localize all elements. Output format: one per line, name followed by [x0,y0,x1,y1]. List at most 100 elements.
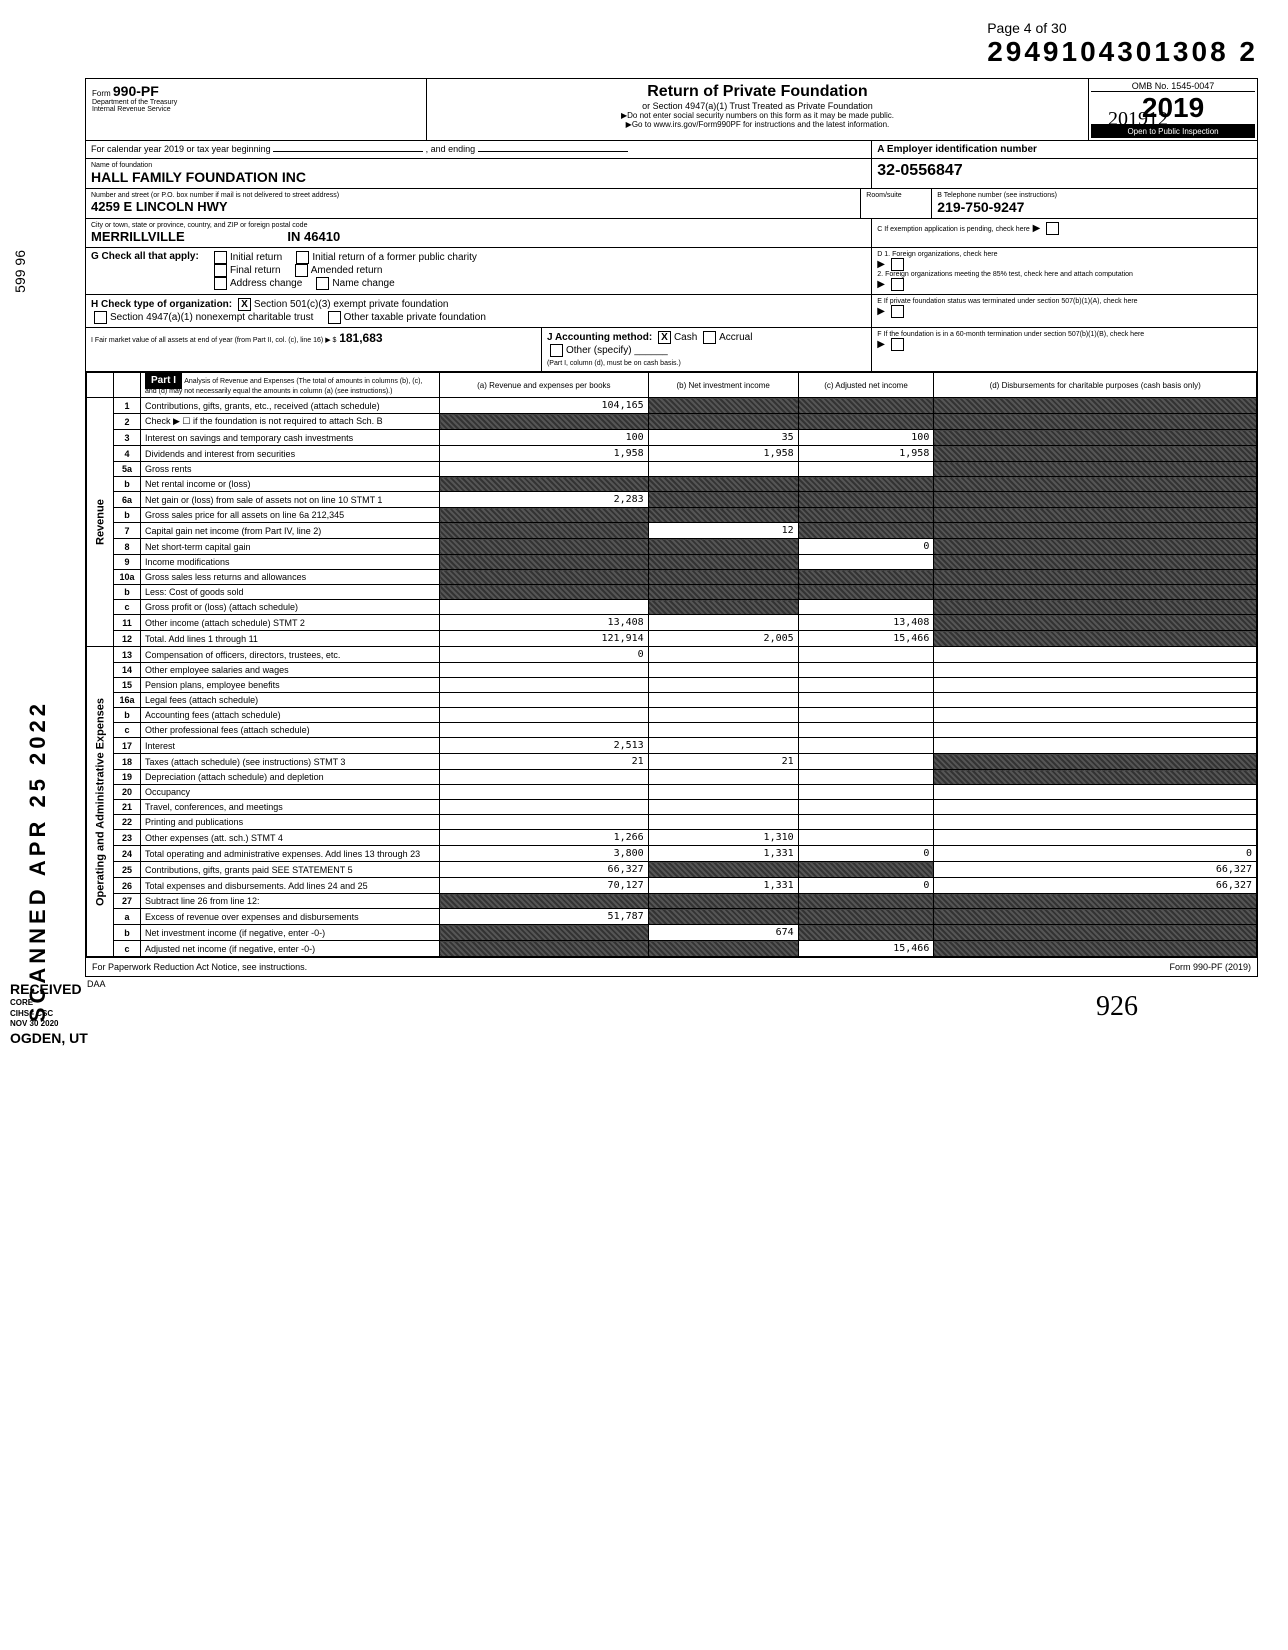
cal-year-mid: , and ending [426,144,476,154]
table-row: 2Check ▶ ☐ if the foundation is not requ… [87,414,1257,430]
g-amended-return[interactable] [295,264,308,277]
line-number: 2 [114,414,141,430]
table-row: 16aLegal fees (attach schedule) [87,693,1257,708]
c-label: C If exemption application is pending, c… [877,226,1030,233]
line-desc: Travel, conferences, and meetings [141,800,440,815]
line-number: 18 [114,754,141,770]
col-d-cell: 0 [934,846,1257,862]
col-c-cell [798,830,934,846]
h-501c3-checkbox[interactable]: X [238,298,251,311]
col-c-cell [798,708,934,723]
col-c-cell [798,738,934,754]
line-number: 16a [114,693,141,708]
col-c-cell: 0 [798,878,934,894]
g-initial-return[interactable] [214,251,227,264]
col-d-cell: 66,327 [934,862,1257,878]
col-c-cell: 0 [798,846,934,862]
col-d-cell [934,446,1257,462]
col-b-cell: 1,331 [648,878,798,894]
col-a-cell: 104,165 [440,398,649,414]
h-4947-checkbox[interactable] [94,311,107,324]
col-c-cell [798,398,934,414]
g-name-change[interactable] [316,277,329,290]
f-checkbox[interactable] [891,338,904,351]
col-b-cell [648,570,798,585]
col-a-cell [440,708,649,723]
col-a-cell [440,723,649,738]
col-a: (a) Revenue and expenses per books [440,373,649,398]
h-other-checkbox[interactable] [328,311,341,324]
col-a-cell: 3,800 [440,846,649,862]
footer-left: For Paperwork Reduction Act Notice, see … [92,962,307,972]
col-c-cell [798,925,934,941]
footer-row: For Paperwork Reduction Act Notice, see … [86,957,1257,976]
col-b-cell [648,398,798,414]
col-a-cell: 70,127 [440,878,649,894]
c-checkbox[interactable] [1046,222,1059,235]
line-number: 19 [114,770,141,785]
line-desc: Capital gain net income (from Part IV, l… [141,523,440,539]
table-row: 9Income modifications [87,555,1257,570]
line-number: 23 [114,830,141,846]
col-a-cell [440,523,649,539]
col-b-cell: 1,958 [648,446,798,462]
col-c-cell [798,477,934,492]
d1-checkbox[interactable] [891,258,904,271]
line-desc: Pension plans, employee benefits [141,678,440,693]
col-b-cell [648,647,798,663]
e-checkbox[interactable] [891,305,904,318]
col-c-cell [798,647,934,663]
ogden-stamp: OGDEN, UT [10,1029,88,1047]
g-final-return[interactable] [214,264,227,277]
col-a-cell: 121,914 [440,631,649,647]
table-row: cGross profit or (loss) (attach schedule… [87,600,1257,615]
line-number: 24 [114,846,141,862]
table-row: 8Net short-term capital gain0 [87,539,1257,555]
i-label: I Fair market value of all assets at end… [91,337,336,344]
city-value: MERRILLVILLE [91,229,185,244]
col-b-cell [648,477,798,492]
table-row: bGross sales price for all assets on lin… [87,508,1257,523]
line-number: b [114,508,141,523]
col-c-cell [798,862,934,878]
col-b-cell [648,909,798,925]
col-c: (c) Adjusted net income [798,373,934,398]
line-number: 17 [114,738,141,754]
line-number: 8 [114,539,141,555]
name-label: Name of foundation [91,162,866,169]
line-number: c [114,723,141,738]
j-other-checkbox[interactable] [550,344,563,357]
table-row: 23Other expenses (att. sch.) STMT 41,266… [87,830,1257,846]
col-a-cell [440,570,649,585]
col-b-cell [648,615,798,631]
e-label: E If private foundation status was termi… [877,298,1252,305]
g-initial-former[interactable] [296,251,309,264]
table-row: cOther professional fees (attach schedul… [87,723,1257,738]
line-number: 27 [114,894,141,909]
received-stamp: RECEIVED CORE CIHS - CSC NOV 30 2020 OGD… [10,980,88,1048]
table-row: 17Interest2,513 [87,738,1257,754]
d2-checkbox[interactable] [891,278,904,291]
j-accrual-checkbox[interactable] [703,331,716,344]
table-row: 27Subtract line 26 from line 12: [87,894,1257,909]
col-a-cell [440,477,649,492]
col-c-cell: 15,466 [798,631,934,647]
table-row: 25Contributions, gifts, grants paid SEE … [87,862,1257,878]
irs-line: Internal Revenue Service [92,106,420,113]
col-d-cell [934,508,1257,523]
g-row: G Check all that apply: Initial return I… [86,248,1257,295]
col-d-cell [934,723,1257,738]
footer-right: Form 990-PF (2019) [1169,962,1251,972]
col-c-cell: 15,466 [798,941,934,957]
col-a-cell: 1,266 [440,830,649,846]
line-desc: Net rental income or (loss) [141,477,440,492]
j-cash-checkbox[interactable]: X [658,331,671,344]
city-row: City or town, state or province, country… [86,219,1257,248]
line-number: 6a [114,492,141,508]
col-d-cell [934,523,1257,539]
col-a-cell [440,539,649,555]
g-address-change[interactable] [214,277,227,290]
d2-label: 2. Foreign organizations meeting the 85%… [877,271,1252,278]
col-c-cell [798,570,934,585]
foundation-addr: 4259 E LINCOLN HWY [91,199,855,214]
